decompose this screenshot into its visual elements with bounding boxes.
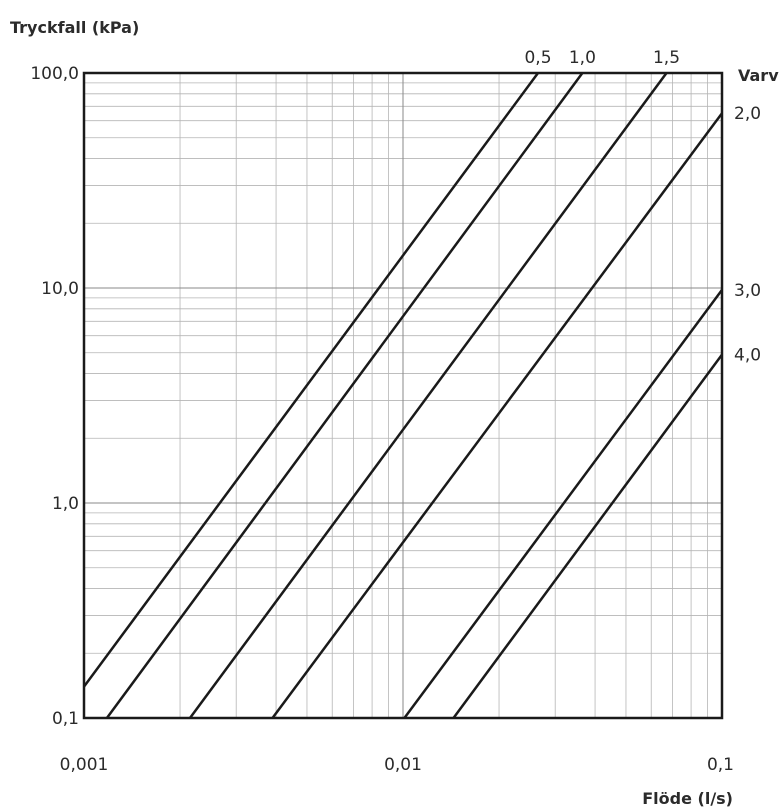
y-tick-label: 0,1 <box>52 709 79 729</box>
series-label: 2,0 <box>734 104 761 124</box>
x-tick-label: 0,001 <box>60 755 109 775</box>
y-tick-label: 1,0 <box>52 494 79 514</box>
plot-frame <box>82 71 724 720</box>
series-line-4 <box>403 289 724 719</box>
y-tick-label: 100,0 <box>30 64 79 84</box>
series-line-1 <box>105 72 584 719</box>
y-tick-labels: 100,0 10,0 1,0 0,1 <box>30 64 79 729</box>
series-label: 0,5 <box>524 48 551 68</box>
y-axis-title: Tryckfall (kPa) <box>10 18 139 37</box>
x-tick-labels: 0,001 0,01 0,1 <box>60 755 734 775</box>
series-line-3 <box>271 112 724 719</box>
series-labels: 0,5 1,0 1,5 2,0 3,0 4,0 <box>524 48 761 366</box>
series-lines <box>82 72 724 719</box>
legend-title: Varv <box>738 66 779 85</box>
series-line-0 <box>82 72 540 688</box>
series-label: 1,5 <box>653 48 680 68</box>
series-label: 1,0 <box>569 48 596 68</box>
x-tick-label: 0,01 <box>384 755 422 775</box>
x-axis-title: Flöde (l/s) <box>642 789 733 808</box>
series-line-5 <box>452 353 724 719</box>
series-line-2 <box>188 72 668 719</box>
series-label: 4,0 <box>734 346 761 366</box>
x-tick-label: 0,1 <box>707 755 734 775</box>
y-tick-label: 10,0 <box>41 279 79 299</box>
series-label: 3,0 <box>734 281 761 301</box>
